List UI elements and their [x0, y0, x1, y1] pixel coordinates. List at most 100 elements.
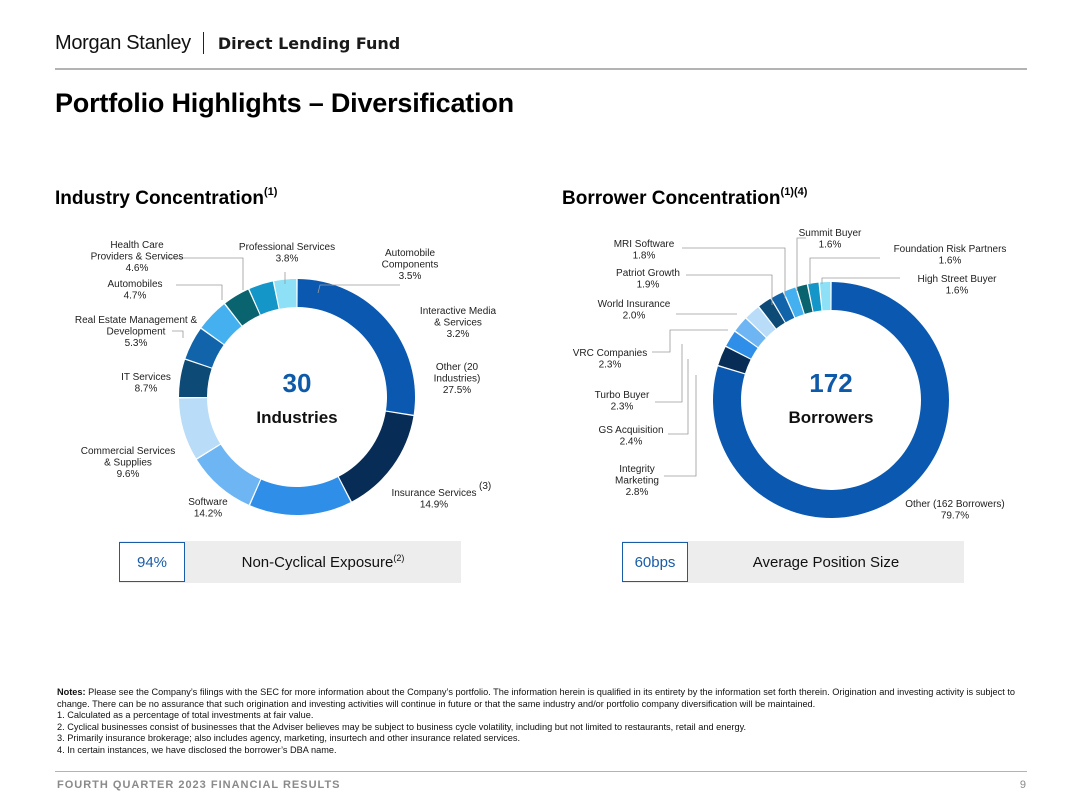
note-item: 4. In certain instances, we have disclos… [57, 744, 337, 755]
industry-title-text: Industry Concentration [55, 188, 265, 209]
industry-slice [225, 289, 260, 326]
borrower-slice-label: Patriot Growth [616, 268, 680, 279]
footnotes: Notes: Please see the Company’s filings … [57, 687, 1019, 757]
industry-slice-label: Industries) [434, 374, 481, 385]
industry-slice [178, 359, 212, 398]
brand-divider [202, 32, 204, 54]
borrower-center-label: Borrowers [788, 408, 873, 427]
page-title: Portfolio Highlights – Diversification [55, 88, 514, 118]
industry-slice-label: Real Estate Management & [75, 315, 198, 326]
industry-slice [338, 411, 414, 502]
note-item: 3. Primarily insurance brokerage; also i… [57, 733, 521, 744]
borrower-leader-line [664, 375, 697, 477]
industry-slice-label: Components [382, 260, 439, 271]
borrower-slice-label: 1.8% [633, 251, 656, 262]
borrower-slice [808, 282, 822, 312]
borrower-slice [771, 292, 795, 323]
industry-slice-label: 4.7% [124, 291, 147, 302]
industry-slice-label: Commercial Services [81, 446, 175, 457]
borrower-slice-label: 1.6% [819, 240, 842, 251]
borrower-leader-line [655, 344, 683, 403]
position-size-value: 60bps [622, 542, 688, 582]
borrower-slice-label: 2.8% [626, 487, 649, 498]
industry-slice-label: Automobile [385, 248, 435, 259]
borrower-title-sup: (1)(4) [780, 186, 808, 198]
non-cyclical-label: Non-Cyclical Exposure [241, 554, 394, 571]
non-cyclical-value: 94% [119, 542, 185, 582]
borrower-slice-label: Foundation Risk Partners [894, 244, 1007, 255]
borrower-section-title: Borrower Concentration(1)(4) [562, 186, 807, 210]
industry-slice-label: 14.9% [420, 500, 448, 511]
industry-leader-line [160, 257, 244, 290]
borrower-slice-label: GS Acquisition [598, 425, 663, 436]
fund-name: Direct Lending Fund [217, 33, 401, 53]
note-item: 2. Cyclical businesses consist of busine… [57, 721, 747, 732]
industry-slice-label: Professional Services [239, 242, 335, 253]
borrower-leader-line [682, 247, 786, 298]
industry-slice-label-sup: (3) [479, 481, 491, 492]
industry-slice-label: Insurance Services [391, 488, 476, 499]
industry-slice [185, 328, 224, 368]
position-size-label: Average Position Size [752, 553, 900, 571]
borrower-leader-line [652, 329, 728, 353]
industry-leader-line [317, 284, 400, 294]
borrower-slice-label: 2.3% [611, 402, 634, 413]
borrower-leader-line [668, 359, 689, 435]
non-cyclical-sup: (2) [393, 553, 405, 563]
industry-slice-label: 14.2% [194, 509, 222, 520]
industry-slice-label: & Supplies [104, 458, 152, 469]
industry-slice-label: Automobiles [107, 279, 162, 290]
industry-slice [201, 304, 242, 345]
industry-slice-label: & Services [434, 318, 482, 329]
borrower-slice-label: World Insurance [598, 299, 671, 310]
header-rule [55, 68, 1027, 70]
industry-section-title: Industry Concentration(1) [55, 186, 277, 210]
borrower-slice-label: 1.6% [946, 286, 969, 297]
borrower-slice-label: 79.7% [941, 511, 969, 522]
borrower-slice-label: MRI Software [614, 239, 675, 250]
borrower-slice-label: Integrity [619, 464, 655, 475]
footer-rule [55, 771, 1027, 772]
industry-slice [274, 279, 297, 309]
borrower-slice-label: 1.6% [939, 256, 962, 267]
industry-slice-label: Development [107, 327, 166, 338]
industry-title-sup: (1) [264, 186, 278, 198]
industry-slice-label: IT Services [121, 372, 171, 383]
borrower-slice-label: 1.9% [637, 280, 660, 291]
industry-slice [249, 281, 279, 315]
industry-slice-label: Interactive Media [420, 306, 497, 317]
industry-slice-label: 8.7% [135, 384, 158, 395]
borrower-slice-label: Marketing [615, 476, 659, 487]
note-item: 1. Calculated as a percentage of total i… [57, 710, 314, 721]
industry-slice-label: Providers & Services [91, 252, 184, 263]
industry-slice-label: 3.8% [276, 254, 299, 265]
industry-slice-label: 3.5% [399, 271, 422, 282]
industry-slice-label: Health Care [110, 240, 164, 251]
industry-slice-label: 27.5% [443, 385, 471, 396]
borrower-leader-line [796, 237, 806, 291]
borrower-leader-line [686, 274, 773, 305]
industry-slice-label: Software [188, 497, 228, 508]
position-size-callout: 60bps Average Position Size [622, 541, 964, 583]
industry-slice [179, 398, 221, 459]
notes-intro: Notes: Please see the Company’s filings … [57, 687, 1019, 710]
borrower-slice [718, 347, 751, 374]
industry-leader-line [172, 330, 184, 338]
borrower-slice [819, 282, 831, 311]
industry-slice [297, 279, 415, 415]
notes-intro-text: Please see the Company’s filings with th… [57, 687, 1016, 709]
industry-leader-line [176, 284, 223, 300]
borrower-slice-label: Turbo Buyer [595, 390, 650, 401]
borrower-slice [759, 298, 785, 329]
borrower-leader-line [821, 277, 900, 284]
industry-slice-label: 4.6% [126, 263, 149, 274]
borrower-slice-label: 2.4% [620, 437, 643, 448]
brand-header: Morgan Stanley Direct Lending Fund [55, 31, 400, 55]
non-cyclical-label-wrap: Non-Cyclical Exposure(2) [185, 553, 461, 571]
industry-slice [250, 477, 351, 515]
borrower-slice-label: Summit Buyer [799, 228, 862, 239]
page-number: 9 [1019, 779, 1026, 791]
non-cyclical-callout: 94% Non-Cyclical Exposure(2) [119, 541, 461, 583]
borrower-slice [735, 318, 766, 348]
industry-center-value: 30 [283, 368, 312, 398]
